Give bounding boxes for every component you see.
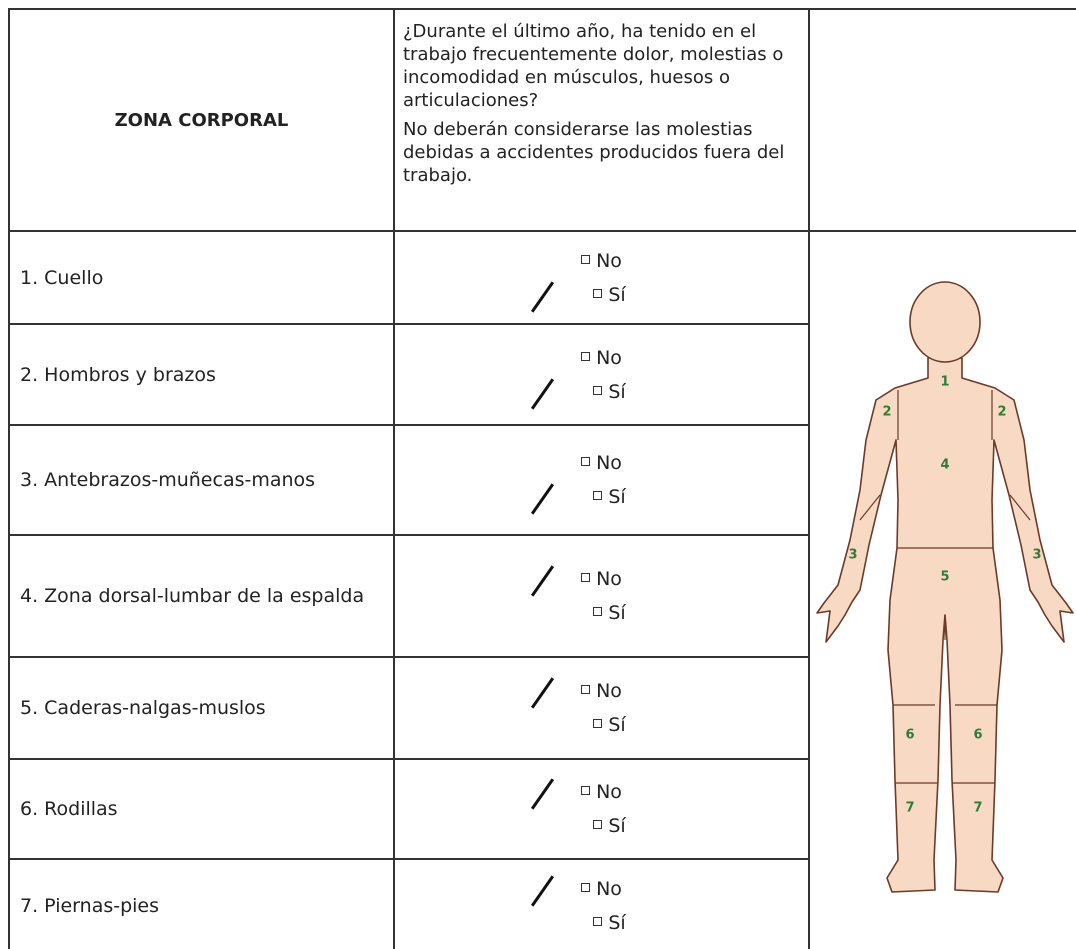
- checkbox[interactable]: [581, 254, 591, 264]
- checkbox[interactable]: [581, 573, 591, 582]
- zone-number: 7: [905, 801, 914, 816]
- options-cell: No Sí: [393, 656, 810, 760]
- zone-label: 2. Hombros y brazos: [20, 363, 216, 386]
- zone-cell: 7. Piernas-pies: [8, 858, 395, 949]
- options-cell: No Sí: [393, 230, 810, 325]
- zone-number: 5: [940, 570, 949, 585]
- zone-number: 2: [997, 405, 1006, 420]
- zone-cell: 3. Antebrazos-muñecas-manos: [8, 424, 395, 536]
- zone-cell: 2. Hombros y brazos: [8, 323, 395, 426]
- checkbox[interactable]: [593, 288, 603, 298]
- option: Sí: [395, 280, 816, 310]
- options-cell: No Sí: [393, 858, 810, 949]
- option: No: [395, 343, 808, 373]
- header-question: ¿Durante el último año, ha tenido en el …: [403, 21, 784, 111]
- option-label: Sí: [608, 602, 626, 624]
- body-outline: [816, 357, 1074, 893]
- option-label: Sí: [608, 714, 626, 736]
- option: No: [395, 448, 808, 478]
- option-label: No: [596, 346, 622, 369]
- option-label: Sí: [608, 815, 626, 837]
- checkbox[interactable]: [581, 351, 591, 361]
- checkbox[interactable]: [593, 491, 603, 500]
- option-label: No: [596, 568, 622, 590]
- zone-number: 4: [940, 458, 949, 473]
- checkbox[interactable]: [581, 685, 591, 694]
- segment-line: [859, 494, 881, 521]
- option-label: No: [596, 680, 622, 702]
- checkbox[interactable]: [581, 786, 591, 795]
- option-label: Sí: [608, 486, 626, 508]
- option: No: [395, 246, 808, 276]
- checkbox[interactable]: [593, 820, 603, 829]
- zone-number: 1: [940, 375, 949, 390]
- zone-number: 6: [973, 728, 982, 743]
- zone-cell: 6. Rodillas: [8, 758, 395, 860]
- zone-number: 3: [1032, 548, 1041, 563]
- zone-number: 2: [882, 405, 891, 420]
- options-cell: No Sí: [393, 758, 810, 860]
- checkbox[interactable]: [593, 385, 603, 395]
- option-label: Sí: [608, 380, 626, 403]
- zone-label: 4. Zona dorsal-lumbar de la espalda: [20, 585, 365, 607]
- option-label: No: [596, 452, 622, 474]
- zone-number: 7: [973, 801, 982, 816]
- option-label: Sí: [608, 283, 626, 306]
- options-cell: No Sí: [393, 424, 810, 536]
- option: No: [395, 564, 808, 594]
- option: No: [395, 874, 808, 904]
- option-label: No: [596, 249, 622, 272]
- option: Sí: [395, 598, 816, 628]
- zone-label: 7. Piernas-pies: [20, 894, 160, 917]
- header-question-cell: ¿Durante el último año, ha tenido en el …: [393, 8, 810, 232]
- zone-cell: 5. Caderas-nalgas-muslos: [8, 656, 395, 760]
- zone-label: 6. Rodillas: [20, 798, 118, 820]
- option-label: No: [596, 877, 622, 900]
- option: Sí: [395, 482, 816, 512]
- header-zone: ZONA CORPORAL: [114, 109, 289, 131]
- checkbox[interactable]: [581, 457, 591, 466]
- options-cell: No Sí: [393, 323, 810, 426]
- segment-line: [1009, 494, 1031, 521]
- checkbox[interactable]: [593, 916, 603, 926]
- option: No: [395, 676, 808, 706]
- option-label: No: [596, 781, 622, 803]
- options-cell: No Sí: [393, 534, 810, 658]
- zone-cell: 4. Zona dorsal-lumbar de la espalda: [8, 534, 395, 658]
- zone-number: 3: [848, 548, 857, 563]
- option: Sí: [395, 710, 816, 740]
- checkbox[interactable]: [593, 719, 603, 728]
- zone-label: 1. Cuello: [20, 266, 104, 289]
- checkbox[interactable]: [593, 607, 603, 616]
- option: No: [395, 777, 808, 807]
- head: [909, 281, 981, 363]
- option: Sí: [395, 811, 816, 841]
- option: Sí: [395, 908, 816, 938]
- zone-label: 5. Caderas-nalgas-muslos: [20, 697, 266, 719]
- option-label: Sí: [608, 911, 626, 934]
- checkbox[interactable]: [581, 882, 591, 892]
- zone-cell: 1. Cuello: [8, 230, 395, 325]
- option: Sí: [395, 377, 816, 407]
- zone-label: 3. Antebrazos-muñecas-manos: [20, 469, 316, 491]
- header-note: No deberán considerarse las molestias de…: [403, 119, 785, 186]
- zone-number: 6: [905, 728, 914, 743]
